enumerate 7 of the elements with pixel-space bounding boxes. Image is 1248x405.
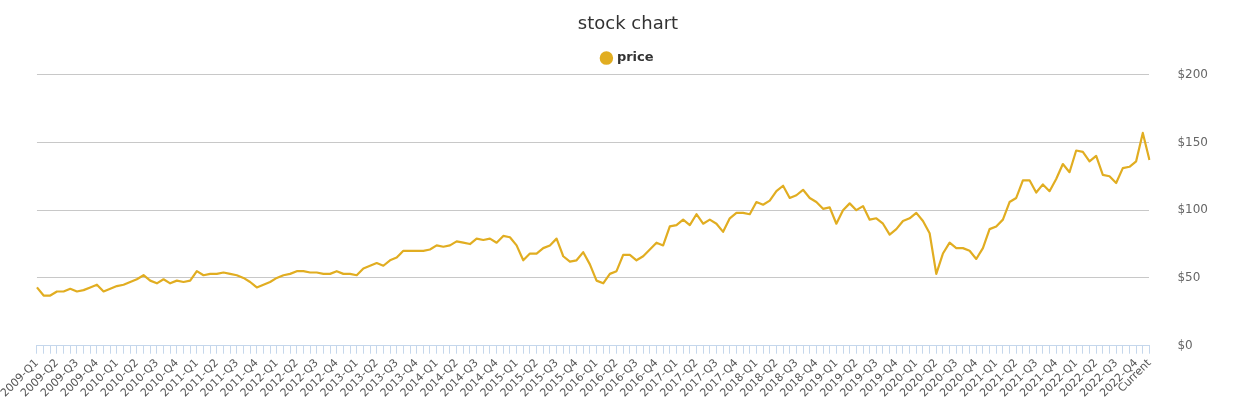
y-tick-label: $0 [1177,337,1193,352]
y-tick-label: $100 [1177,202,1209,217]
y-tick-label: $50 [1177,270,1201,285]
legend-label: price [616,49,654,65]
y-tick-label: $150 [1177,134,1209,149]
chart-title: stock chart [577,12,679,34]
y-tick-label: $200 [1177,66,1209,81]
